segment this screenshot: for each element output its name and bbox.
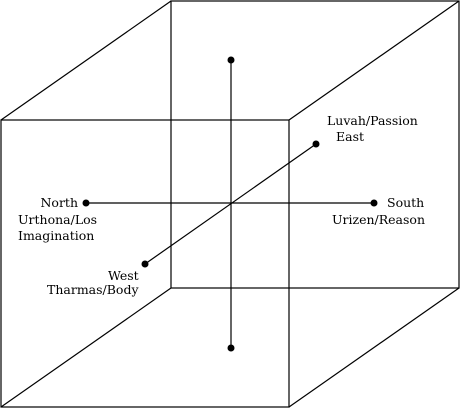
- north-point: [82, 199, 90, 207]
- north-label: North: [40, 195, 78, 210]
- east-point: [312, 140, 320, 148]
- west-label: West: [108, 268, 139, 283]
- luvah-label: Luvah/Passion: [327, 113, 418, 128]
- urizen-label: Urizen/Reason: [332, 212, 425, 227]
- east-label: East: [336, 129, 364, 144]
- cube-edge-top-right: [288, 0, 460, 121]
- imagination-label: Imagination: [18, 228, 94, 243]
- cube-edge-bottom-right: [288, 287, 460, 408]
- cube-edge-bottom-left: [0, 287, 172, 408]
- tharmas-label: Tharmas/Body: [47, 282, 139, 297]
- south-label: South: [387, 195, 424, 210]
- urthona-label: Urthona/Los: [18, 212, 97, 227]
- east-west-axis: [144, 143, 317, 265]
- south-point: [370, 199, 378, 207]
- cube-back-face: [170, 0, 460, 289]
- cube-front-face: [0, 119, 290, 408]
- west-point: [141, 260, 149, 268]
- bottom-point: [227, 344, 235, 352]
- cube-edge-top-left: [0, 0, 172, 121]
- top-point: [227, 56, 235, 64]
